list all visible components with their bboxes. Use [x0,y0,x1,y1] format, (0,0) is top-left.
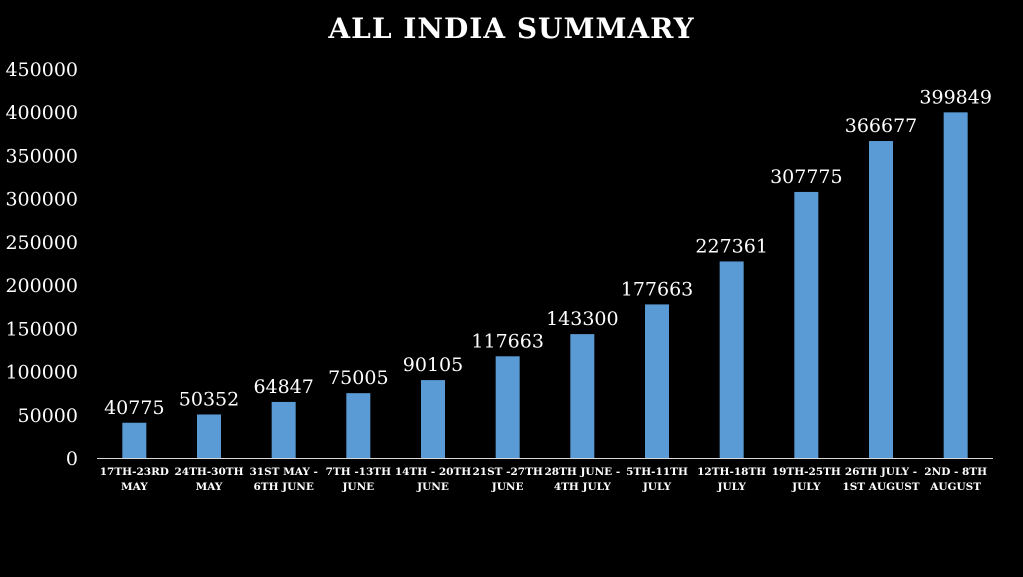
x-tick-label: 17TH-23RD MAY [100,466,169,493]
y-tick-label: 150000 [5,318,78,340]
x-tick-label-line: JUNE [341,481,374,493]
x-tick-label-line: 31ST MAY - [249,466,317,478]
y-tick-label: 300000 [5,189,78,211]
bar [869,141,893,458]
bar [570,334,595,458]
x-tick-label: 31ST MAY - 6TH JUNE [249,466,317,493]
x-tick-label-line: JUNE [416,481,449,493]
x-tick-label: 7TH -13TH JUNE [326,466,391,493]
x-tick-label-line: 26TH JULY - [845,466,917,478]
bar [271,401,296,458]
data-label: 143300 [546,308,619,330]
x-tick-label: 2ND - 8TH AUGUST [924,466,987,493]
x-tick-label-line: MAY [121,481,148,493]
data-label: 227361 [695,235,768,257]
x-tick-label-line: 7TH -13TH [326,466,391,478]
bar [197,414,221,458]
x-tick-label-line: 14TH - 20TH [395,466,471,478]
data-label: 40775 [104,397,164,419]
x-tick-label: 28TH JUNE - 4TH JULY [544,466,620,493]
data-label: 50352 [179,388,239,410]
x-tick-label-line: MAY [196,481,223,493]
x-tick-label-line: JUNE [491,481,524,493]
data-label: 399849 [919,86,992,108]
x-tick-label-line: 1ST AUGUST [842,481,919,493]
x-tick-label-line: 2ND - 8TH [924,466,987,478]
data-label: 90105 [403,354,463,376]
x-tick-label-line: 21ST -27TH [472,466,542,478]
y-tick-label: 200000 [5,275,78,297]
x-tick-label: 12TH-18TH JULY [697,466,766,493]
x-tick-label-line: 28TH JUNE - [544,466,620,478]
chart-title: ALL INDIA SUMMARY [328,12,695,45]
x-tick-label-line: 24TH-30TH [174,466,243,478]
data-label: 366677 [845,115,918,137]
bar [346,393,371,458]
x-tick-label-line: 5TH-11TH [626,466,688,478]
y-tick-label: 250000 [5,232,78,254]
x-tick-label-line: JULY [716,481,746,493]
data-label: 117663 [471,330,544,352]
x-tick-label: 5TH-11TH JULY [626,466,688,493]
x-tick-label-line: 6TH JUNE [253,481,313,493]
bar [122,422,147,458]
x-tick-label-line: 19TH-25TH [772,466,841,478]
x-tick-label: 24TH-30TH MAY [174,466,243,493]
y-tick-label: 350000 [5,145,78,167]
x-tick-label: 21ST -27TH JUNE [472,466,542,493]
y-tick-label: 100000 [5,362,78,384]
bar [943,112,968,458]
data-label: 75005 [328,367,388,389]
x-tick-label-line: JULY [642,481,672,493]
y-tick-label: 450000 [5,59,78,81]
data-label: 307775 [770,166,843,188]
y-tick-label: 0 [66,448,78,470]
x-tick-label-line: JULY [791,481,821,493]
x-tick-label: 26TH JULY - 1ST AUGUST [842,466,919,493]
y-tick-label: 50000 [18,405,78,427]
bar [719,261,744,458]
bar [495,356,520,458]
bar [645,304,669,458]
data-label: 64847 [253,376,313,398]
bar [794,191,819,458]
x-tick-label-line: 4TH JULY [554,481,612,493]
x-tick-label-line: 17TH-23RD [100,466,169,478]
data-label: 177663 [621,278,694,300]
bar [421,380,445,458]
x-tick-label: 14TH - 20TH JUNE [395,466,471,493]
y-tick-label: 400000 [5,102,78,124]
x-tick-label: 19TH-25TH JULY [772,466,841,493]
x-tick-label-line: AUGUST [929,481,981,493]
x-tick-label-line: 12TH-18TH [697,466,766,478]
